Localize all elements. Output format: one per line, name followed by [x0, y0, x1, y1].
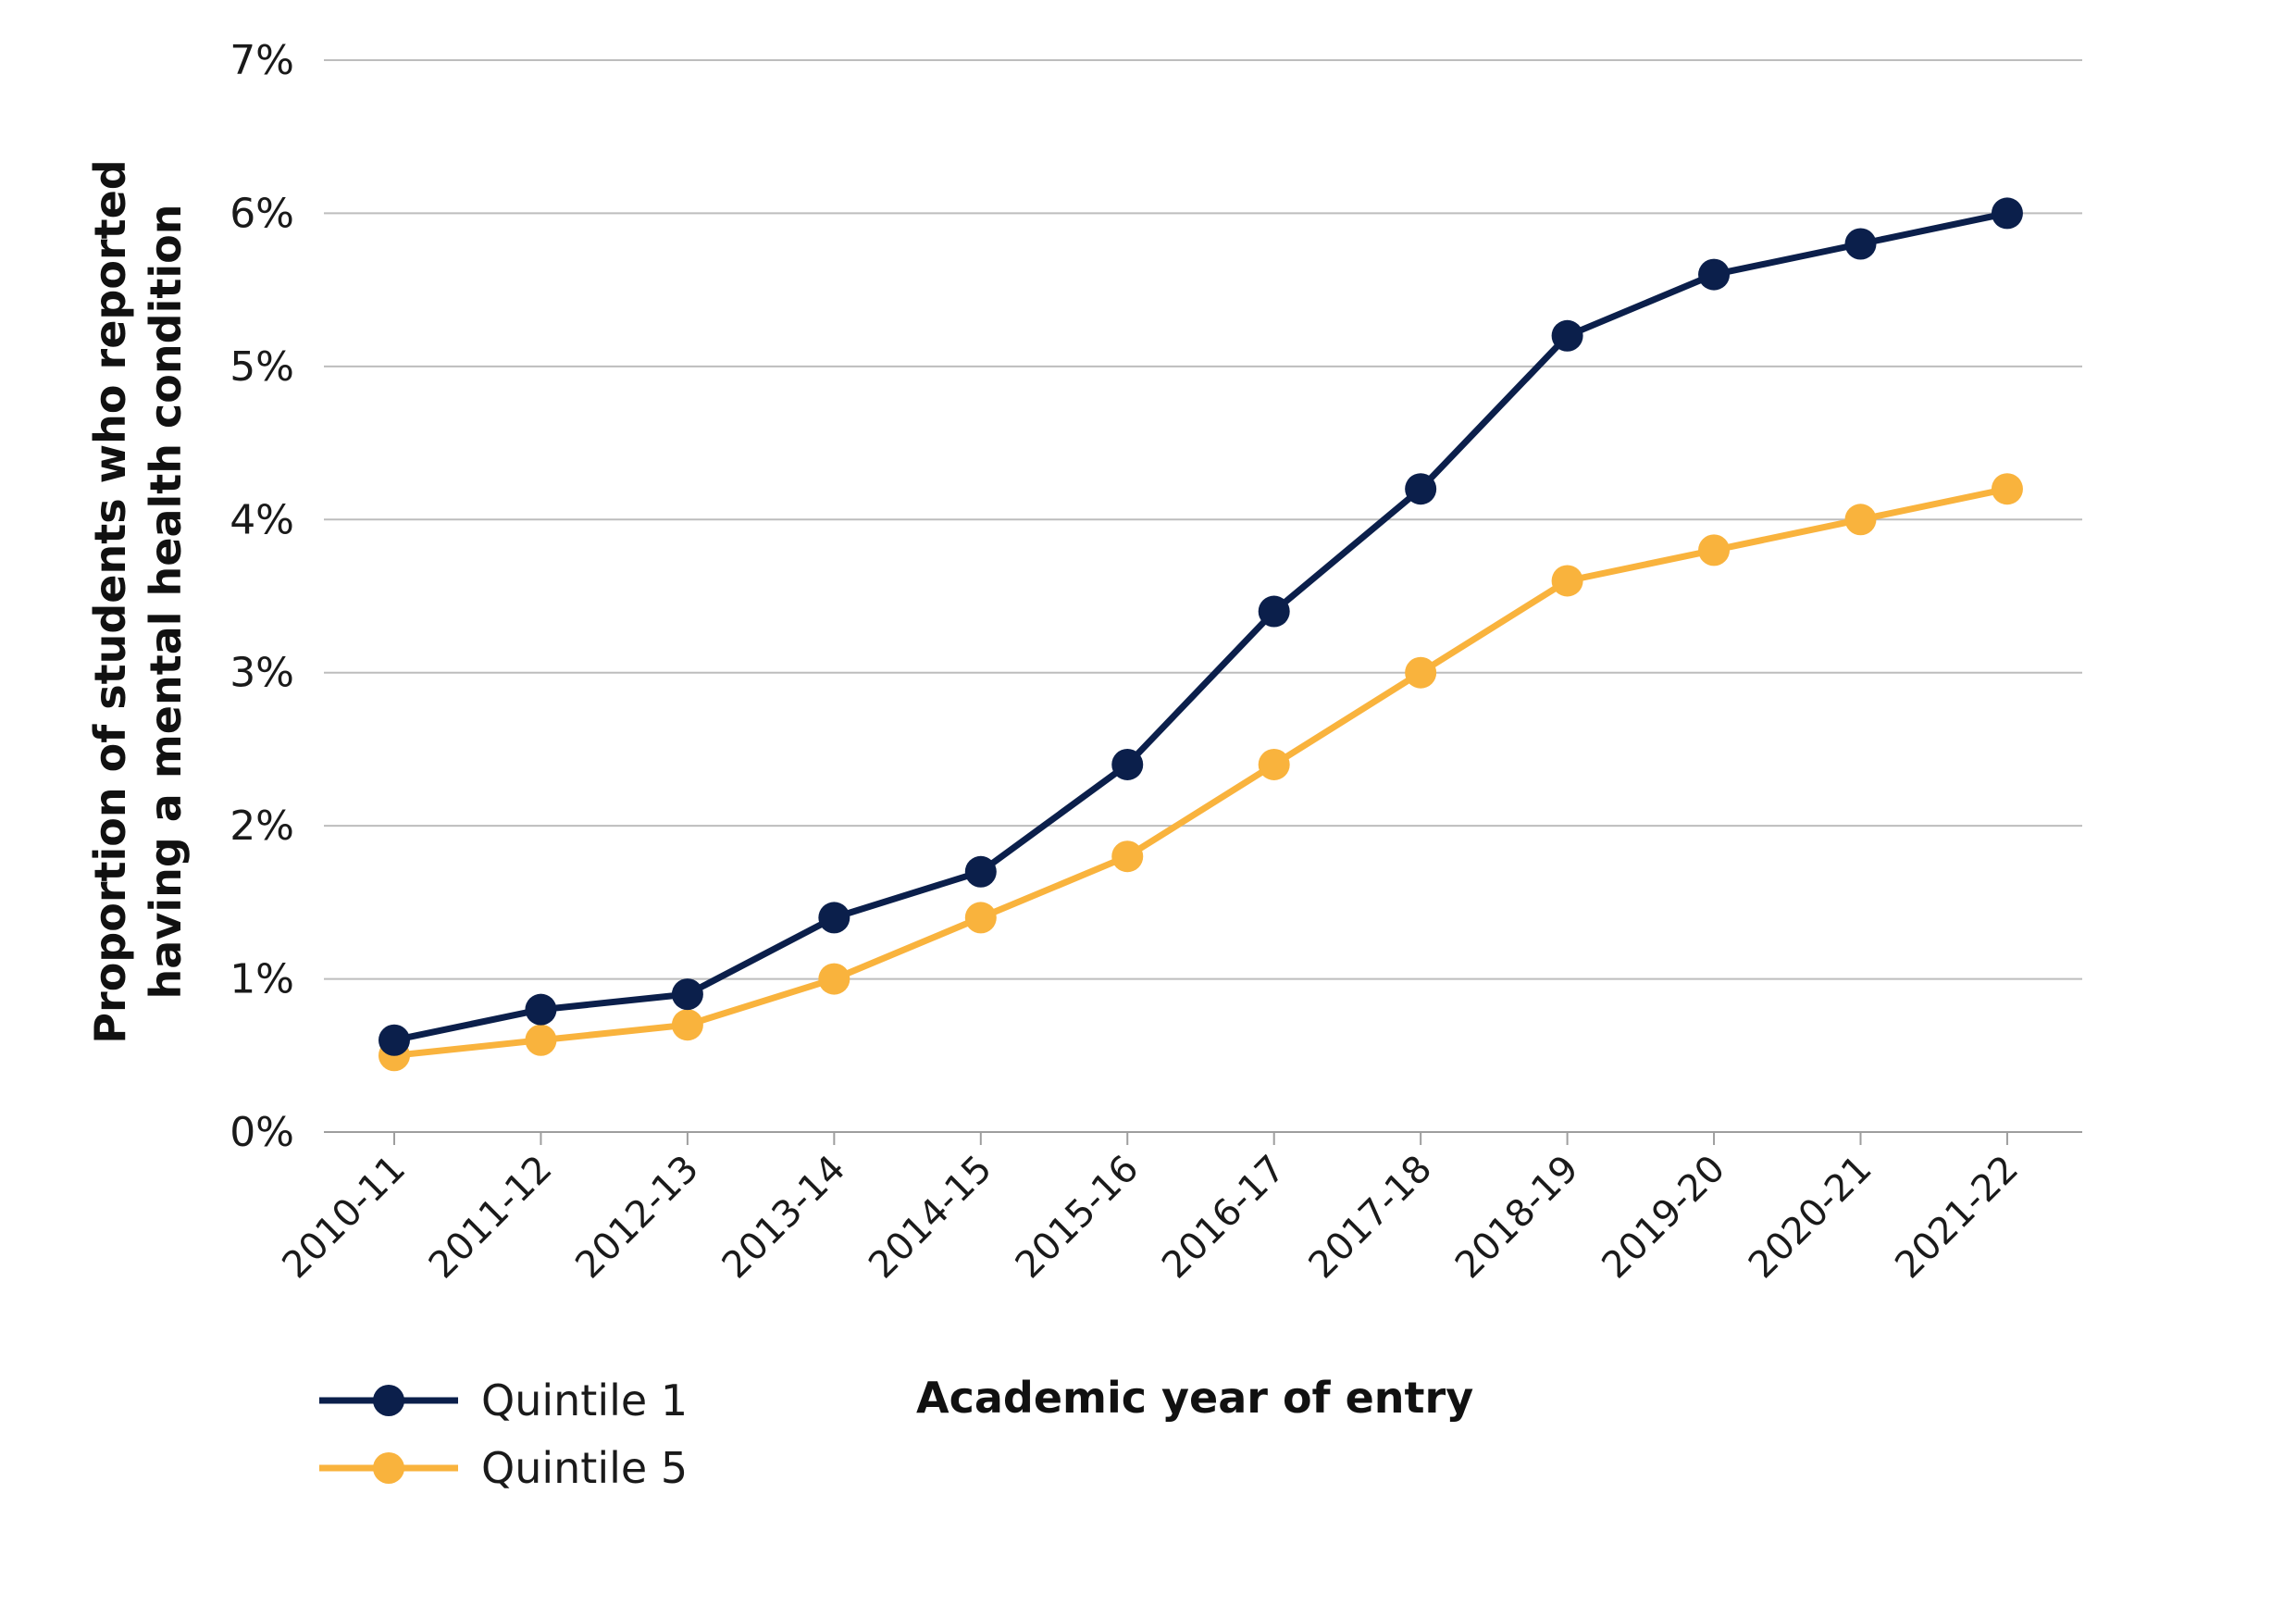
y-axis-title-line-1: Proportion of students who reported: [85, 159, 135, 1043]
y-tick-label-6: 6%: [230, 190, 294, 237]
x-tick-label-2016-17: 2016-17: [1154, 1148, 1294, 1288]
gridlines: [324, 59, 2082, 980]
x-tick-label-2012-13: 2012-13: [567, 1148, 707, 1288]
data-point-quintile-1-2018-19: [1551, 319, 1583, 352]
data-point-quintile-1-2014-15: [964, 855, 997, 888]
data-point-quintile-1-2015-16: [1111, 748, 1144, 780]
y-tick-label-1: 1%: [230, 956, 294, 1003]
y-tick-label-3: 3%: [230, 650, 294, 697]
x-tick-label-2010-11: 2010-11: [274, 1148, 414, 1288]
data-point-quintile-1-2010-11: [379, 1024, 410, 1056]
data-point-quintile-5-2018-19: [1551, 565, 1583, 597]
x-tick-label-2015-16: 2015-16: [1008, 1148, 1148, 1288]
y-tick-label-2: 2%: [230, 803, 294, 850]
x-tick-label-2014-15: 2014-15: [861, 1148, 1000, 1288]
data-point-quintile-5-2020-21: [1844, 504, 1877, 536]
x-tick-label-2019-20: 2019-20: [1594, 1148, 1733, 1288]
data-point-quintile-5-2015-16: [1111, 840, 1144, 873]
series-quintile-5: [379, 473, 2023, 1072]
data-point-quintile-1-2016-17: [1258, 595, 1290, 628]
data-point-quintile-5-2019-20: [1698, 534, 1731, 566]
x-tick-label-2021-22: 2021-22: [1887, 1148, 2027, 1288]
y-tick-label-0: 0%: [230, 1109, 294, 1156]
data-point-quintile-5-2016-17: [1258, 748, 1290, 780]
legend-swatch-marker-quintile-1: [373, 1385, 404, 1416]
data-point-quintile-5-2017-18: [1405, 656, 1437, 689]
legend-label-quintile-1: Quintile 1: [481, 1375, 688, 1425]
y-tick-label-4: 4%: [230, 496, 294, 543]
y-axis-ticks: 0% 1% 2% 3% 4% 5% 6% 7%: [230, 37, 294, 1156]
series-line-quintile-5: [393, 485, 2008, 1059]
series-quintile-1: [379, 197, 2023, 1056]
data-point-quintile-1-2017-18: [1405, 473, 1437, 505]
x-tick-label-2018-19: 2018-19: [1447, 1148, 1587, 1288]
data-point-quintile-5-2011-12: [525, 1024, 557, 1056]
x-tick-label-2013-14: 2013-14: [714, 1148, 854, 1288]
x-axis: 2010-11 2011-12 2012-13 2013-14 2014-15 2015-…: [274, 1131, 2082, 1288]
data-point-quintile-1-2013-14: [818, 902, 850, 934]
data-point-quintile-5-2021-22: [1991, 473, 2023, 505]
data-point-quintile-5-2012-13: [671, 1009, 703, 1041]
x-tick-label-2011-12: 2011-12: [421, 1148, 561, 1288]
data-point-quintile-1-2011-12: [525, 993, 557, 1026]
data-point-quintile-1-2019-20: [1698, 258, 1731, 291]
x-tick-label-2020-21: 2020-21: [1741, 1148, 1880, 1288]
legend-item-quintile-5: Quintile 5: [319, 1443, 688, 1493]
series-lines: [379, 197, 2023, 1072]
data-point-quintile-1-2020-21: [1844, 228, 1877, 260]
x-tick-label-2017-18: 2017-18: [1301, 1148, 1441, 1288]
y-tick-label-5: 5%: [230, 343, 294, 391]
data-point-quintile-1-2012-13: [671, 978, 703, 1011]
legend-swatch-marker-quintile-5: [373, 1452, 404, 1484]
y-tick-label-7: 7%: [230, 37, 294, 84]
data-point-quintile-5-2014-15: [964, 902, 997, 934]
y-axis-title-line-2: having a mental health condition: [141, 205, 191, 1000]
data-point-quintile-1-2021-22: [1991, 197, 2023, 230]
series-line-quintile-1: [393, 209, 2008, 1044]
legend: Quintile 1 Quintile 5: [319, 1375, 688, 1493]
data-point-quintile-5-2013-14: [818, 963, 850, 995]
legend-label-quintile-5: Quintile 5: [481, 1443, 688, 1493]
legend-item-quintile-1: Quintile 1: [319, 1375, 688, 1425]
x-axis-title: Academic year of entry: [916, 1373, 1473, 1423]
